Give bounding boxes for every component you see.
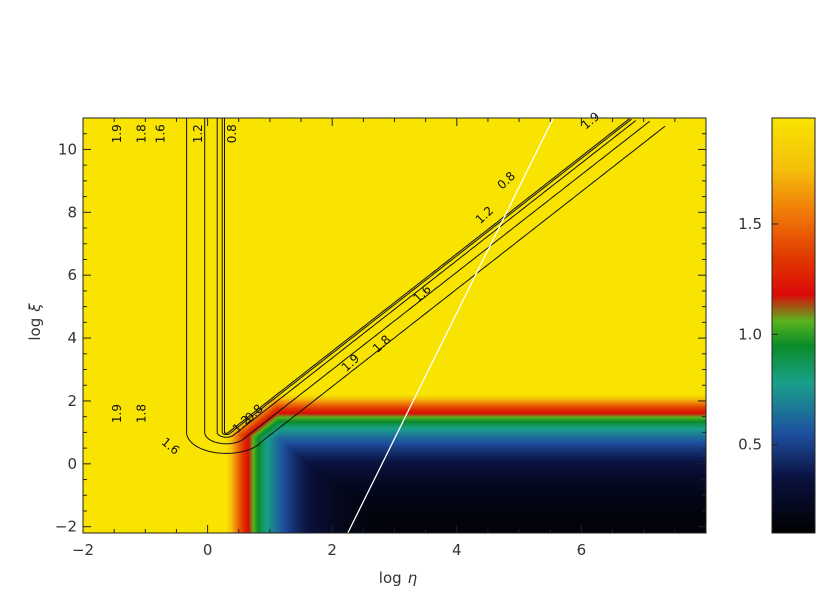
colorbar-frame — [771, 117, 816, 534]
x-tick-label: 2 — [327, 541, 337, 559]
y-tick-label: 8 — [67, 203, 77, 221]
y-tick-label: −2 — [55, 518, 77, 536]
contour-label: 1.6 — [153, 124, 167, 143]
contour-1.2 — [204, 118, 651, 445]
contour-label: 0.8 — [225, 124, 239, 143]
contour-label: 1.9 — [110, 124, 124, 143]
plot-area — [83, 118, 706, 533]
x-tick-label: −2 — [72, 541, 94, 559]
x-tick-label: 4 — [452, 541, 462, 559]
colorbar: 0.5 1.0 1.5 — [738, 117, 816, 534]
y-tick-label: 6 — [67, 266, 77, 284]
colorbar-gradient — [772, 118, 815, 533]
contour-1.6 — [216, 118, 637, 438]
y-tick-label: 10 — [58, 140, 77, 158]
colorbar-tick-label: 1.5 — [738, 215, 762, 233]
contour-label: 1.8 — [135, 124, 149, 143]
axes: −2 0 2 4 6 −2 0 2 4 6 8 10 — [55, 117, 707, 559]
heatmap-image — [83, 118, 706, 533]
contour-0.8 — [186, 118, 666, 454]
contour-1.8 — [221, 118, 632, 435]
y-tick-label: 2 — [67, 392, 77, 410]
contour-label: 1.8 — [135, 404, 149, 423]
y-tick-label: 4 — [67, 329, 77, 347]
contour-label: 1.2 — [191, 124, 205, 143]
overlay-line — [347, 117, 554, 534]
contour-label: 1.9 — [110, 404, 124, 423]
colorbar-tick-label: 1.0 — [738, 325, 762, 343]
contour-1.9 — [224, 118, 631, 434]
y-axis-title: logξ — [26, 303, 44, 341]
x-tick-label: 0 — [203, 541, 213, 559]
x-tick-label: 6 — [577, 541, 587, 559]
x-axis-title: log η — [379, 569, 418, 587]
y-tick-label: 0 — [67, 455, 77, 473]
colorbar-tick-label: 0.5 — [738, 436, 762, 454]
overlay-line-layer — [347, 117, 554, 534]
